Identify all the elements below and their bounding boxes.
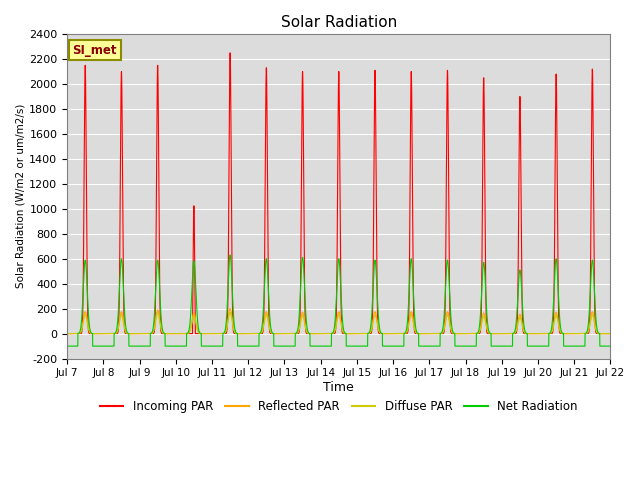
Net Radiation (174, 343, 182, 349)
Reflected PAR (174, 331, 182, 336)
Incoming PAR (179, 331, 187, 336)
Reflected PAR (267, 328, 275, 334)
Incoming PAR (63, 331, 71, 336)
Diffuse PAR (491, 331, 499, 336)
Net Radiation (226, 252, 234, 258)
Net Radiation (63, 343, 71, 349)
Incoming PAR (491, 331, 499, 336)
Net Radiation (179, 343, 187, 349)
Reflected PAR (414, 331, 422, 336)
Reflected PAR (179, 331, 187, 336)
Line: Reflected PAR: Reflected PAR (67, 309, 611, 334)
Diffuse PAR (63, 331, 71, 336)
Incoming PAR (414, 331, 422, 336)
Diffuse PAR (226, 310, 234, 315)
Incoming PAR (174, 331, 182, 336)
Incoming PAR (607, 331, 614, 336)
Diffuse PAR (605, 331, 612, 336)
Line: Diffuse PAR: Diffuse PAR (67, 312, 611, 334)
Legend: Incoming PAR, Reflected PAR, Diffuse PAR, Net Radiation: Incoming PAR, Reflected PAR, Diffuse PAR… (95, 395, 582, 418)
Diffuse PAR (267, 329, 275, 335)
Reflected PAR (491, 331, 499, 336)
Reflected PAR (605, 331, 612, 336)
Diffuse PAR (179, 331, 187, 336)
Reflected PAR (607, 331, 614, 336)
Line: Net Radiation: Net Radiation (67, 255, 611, 346)
Line: Incoming PAR: Incoming PAR (67, 53, 611, 334)
Net Radiation (605, 343, 612, 349)
Reflected PAR (226, 306, 234, 312)
Net Radiation (414, 330, 422, 336)
Net Radiation (491, 343, 499, 349)
Diffuse PAR (607, 331, 614, 336)
Net Radiation (267, 323, 275, 329)
Reflected PAR (63, 331, 71, 336)
Diffuse PAR (174, 331, 182, 336)
Net Radiation (607, 343, 614, 349)
Text: SI_met: SI_met (72, 44, 117, 57)
Incoming PAR (227, 50, 234, 56)
Incoming PAR (267, 331, 275, 336)
Y-axis label: Solar Radiation (W/m2 or um/m2/s): Solar Radiation (W/m2 or um/m2/s) (15, 104, 25, 288)
Incoming PAR (605, 331, 612, 336)
Title: Solar Radiation: Solar Radiation (281, 15, 397, 30)
Diffuse PAR (414, 331, 422, 336)
X-axis label: Time: Time (323, 381, 354, 394)
